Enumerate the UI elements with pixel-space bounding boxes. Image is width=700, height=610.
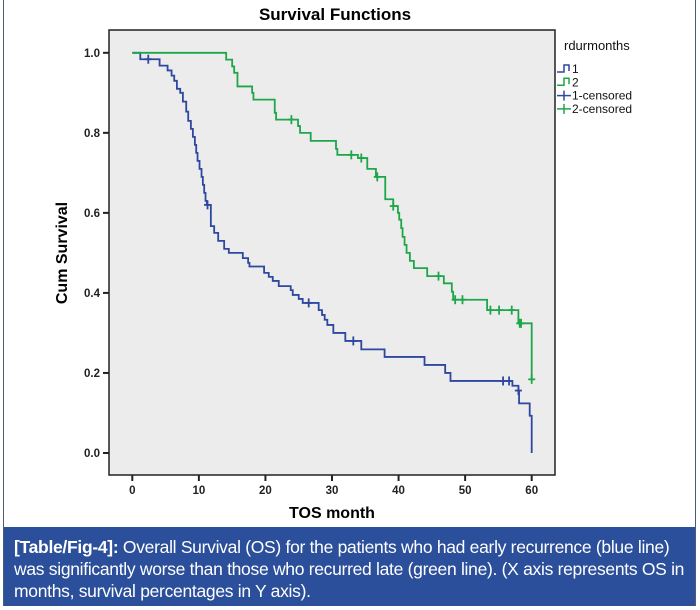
y-tick-label: 1.0 [84,48,100,60]
x-tick-label: 50 [459,485,472,497]
legend-item: 2 [557,75,579,89]
censor-mark-series-2 [458,295,466,305]
x-tick-label: 0 [129,485,135,497]
x-tick-label: 60 [525,485,538,497]
censor-mark-series-1 [305,298,313,308]
censor-mark-series-1 [505,376,513,386]
survival-curve-series-1 [132,51,533,453]
step-line-icon [557,77,570,87]
figure-caption: [Table/Fig-4]: Overall Survival (OS) for… [4,527,695,606]
censor-mark-series-2 [451,295,459,305]
y-tick-label: 0.8 [84,128,101,140]
censor-mark-series-2 [389,201,397,211]
y-tick-label: 0.6 [84,208,100,220]
chart-title: Survival Functions [259,5,411,24]
x-tick-label: 20 [259,485,272,497]
censor-mark-series-2 [347,150,355,160]
legend-label: 2-censored [572,102,632,116]
plot-area [108,29,556,476]
x-axis: 0 10 20 30 40 50 60 [129,475,538,497]
legend-label: 1-censored [572,89,632,103]
censor-mark-series-2 [373,172,381,182]
y-axis-label: Cum Survival [54,202,71,304]
legend-title: rdurmonths [564,38,630,53]
censor-mark-series-2 [495,305,503,315]
censor-mark-series-2 [357,153,365,163]
survival-curves [132,51,536,453]
censor-mark-series-2 [435,271,443,281]
legend-label: 2 [572,75,579,89]
censor-mark-series-1 [514,386,522,396]
legend-item: 1-censored [557,89,632,103]
censor-mark-series-2 [486,305,494,315]
y-tick-label: 0.4 [84,288,101,300]
censor-mark-series-1 [204,200,212,210]
censor-mark-series-1 [349,336,357,346]
legend-item: 1 [557,62,579,76]
survival-chart: Survival Functions 0.0 0.2 0.4 0.6 0.8 1.0 0 1… [54,5,632,522]
y-axis: 0.0 0.2 0.4 0.6 0.8 1.0 [84,48,109,460]
legend-item: 2-censored [557,102,632,116]
caption-label: [Table/Fig-4]: [14,537,119,557]
censor-mark-series-1 [499,376,507,386]
censor-mark-series-2 [528,374,536,384]
censor-mark-series-2 [517,318,525,328]
x-axis-label: TOS month [289,505,375,522]
step-line-icon [557,64,570,73]
caption-text: Overall Survival (OS) for the patients w… [14,537,685,601]
y-tick-label: 0.2 [84,368,100,380]
censor-plus-icon [557,90,571,101]
y-tick-label: 0.0 [84,448,100,460]
censor-plus-icon [557,103,571,114]
x-tick-label: 10 [192,485,205,497]
legend-label: 1 [572,62,579,76]
censor-mark-series-2 [508,305,516,315]
censor-mark-series-2 [287,115,295,125]
survival-curve-series-2 [132,51,533,380]
censor-mark-series-1 [144,54,152,64]
x-tick-label: 30 [326,485,339,497]
x-tick-label: 40 [392,485,405,497]
